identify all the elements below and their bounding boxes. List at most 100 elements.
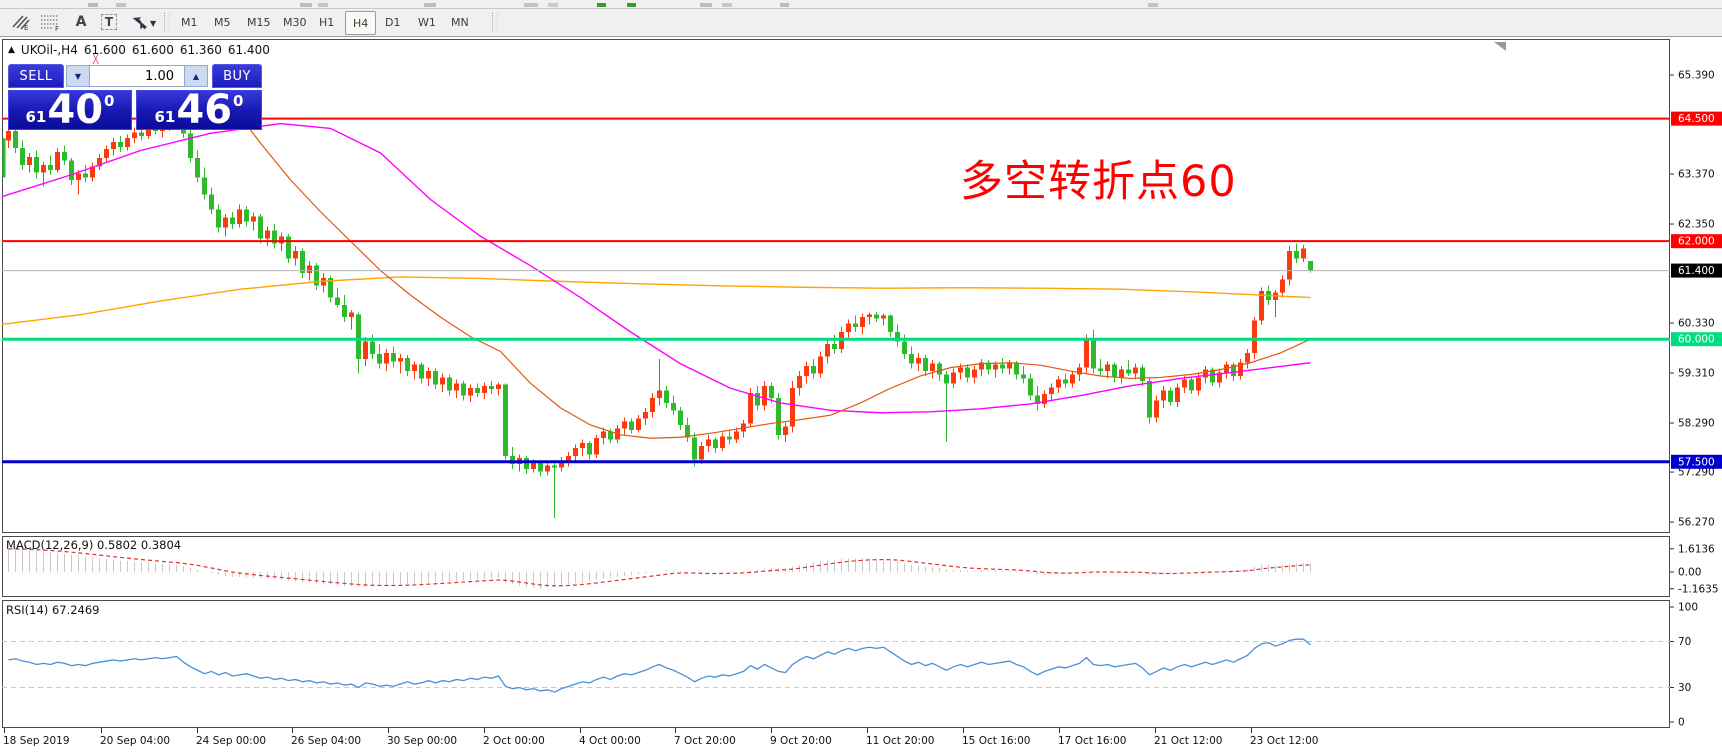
arrows-icon[interactable]	[126, 11, 152, 33]
svg-text:17 Oct 16:00: 17 Oct 16:00	[1058, 735, 1126, 747]
volume-increase-button[interactable]: ▲	[184, 65, 208, 87]
date-axis: 18 Sep 2019 20 Sep 04:00 24 Sep 00:00 26 Se…	[3, 728, 1318, 747]
close-value: 61.400	[227, 43, 270, 57]
svg-text:0: 0	[1678, 717, 1685, 729]
svg-text:56.270: 56.270	[1678, 517, 1715, 529]
svg-text:E: E	[24, 24, 28, 31]
text-label-icon[interactable]: T	[96, 11, 122, 33]
price-badge	[1671, 263, 1722, 278]
svg-text:58.290: 58.290	[1678, 418, 1715, 430]
timeframe-button-m5[interactable]: M5	[214, 15, 231, 29]
price-badge	[1671, 454, 1722, 469]
svg-text:62.350: 62.350	[1678, 219, 1715, 231]
chart-window: 65.390 63.370 62.350 60.330 59.310 58.290 57.2…	[0, 37, 1722, 753]
one-click-trade-panel: SELL ▼ ▲ BUY 61 40 0 61 46 0	[8, 64, 262, 130]
macd-pane	[8, 548, 1311, 589]
buy-price-big: 46	[176, 87, 233, 133]
svg-text:2 Oct 00:00: 2 Oct 00:00	[483, 735, 545, 747]
svg-text:7 Oct 20:00: 7 Oct 20:00	[674, 735, 736, 747]
toolbar-icon-fragment	[116, 3, 126, 7]
svg-text:100: 100	[1678, 602, 1698, 614]
price-badge	[1671, 111, 1722, 126]
svg-text:4 Oct 00:00: 4 Oct 00:00	[579, 735, 641, 747]
main-toolbar: E F A T ▼ M1 M5 M15 M30 H1 H4 D1 W1 MN	[0, 9, 1722, 37]
timeframe-button-h4[interactable]: H4	[345, 11, 377, 35]
timeframe-button-mn[interactable]: MN	[451, 15, 469, 29]
high-value: 61.600	[131, 43, 174, 57]
svg-text:24 Sep 00:00: 24 Sep 00:00	[196, 735, 266, 747]
macd-indicator-label: MACD(12,26,9) 0.5802 0.3804	[6, 538, 182, 552]
price-axis: 65.390 63.370 62.350 60.330 59.310 58.290 57.2…	[1670, 70, 1722, 729]
timeframe-button-h1[interactable]: H1	[319, 15, 335, 29]
text-icon-glyph: A	[75, 14, 87, 30]
svg-text:23 Oct 12:00: 23 Oct 12:00	[1250, 735, 1318, 747]
timeframe-button-m1[interactable]: M1	[181, 15, 198, 29]
svg-text:0.00: 0.00	[1678, 567, 1701, 579]
buy-price-display[interactable]: 61 46 0	[136, 90, 262, 130]
toolbar-row-partial	[0, 0, 1722, 9]
text-label-icon-glyph: T	[100, 14, 118, 30]
price-pane	[2, 95, 1670, 519]
sell-price-prefix: 61	[25, 108, 47, 126]
symbol-marker-icon: ▲	[8, 45, 15, 55]
toolbar-icon-fragment	[780, 3, 789, 7]
sell-button[interactable]: SELL	[8, 64, 64, 88]
svg-text:21 Oct 12:00: 21 Oct 12:00	[1154, 735, 1222, 747]
svg-text:57.290: 57.290	[1678, 467, 1715, 479]
chart-area[interactable]: 65.390 63.370 62.350 60.330 59.310 58.290 57.2…	[0, 37, 1722, 753]
svg-text:11 Oct 20:00: 11 Oct 20:00	[866, 735, 934, 747]
svg-text:61.400: 61.400	[1678, 265, 1715, 277]
toolbar-icon-fragment	[700, 3, 712, 7]
svg-text:15 Oct 16:00: 15 Oct 16:00	[962, 735, 1030, 747]
svg-text:30 Sep 00:00: 30 Sep 00:00	[387, 735, 457, 747]
fibonacci-icon[interactable]: F	[38, 11, 64, 33]
moving-average-line	[2, 276, 1311, 326]
chart-pane-border	[2, 600, 1670, 728]
toolbar-icon-fragment	[548, 3, 558, 7]
equidistant-channel-icon[interactable]: E	[8, 11, 34, 33]
svg-text:9 Oct 20:00: 9 Oct 20:00	[770, 735, 832, 747]
open-value: 61.600	[83, 43, 126, 57]
moving-average-line	[232, 106, 1311, 439]
chart-pane-border	[2, 39, 1670, 533]
svg-text:59.310: 59.310	[1678, 368, 1715, 380]
price-badge	[1671, 332, 1722, 347]
chart-ohlc-title: ▲ UKOil-,H4 61.600 61.600 61.360 61.400	[8, 43, 270, 57]
macd-signal-line	[8, 548, 1311, 587]
toolbar-icon-fragment	[424, 3, 436, 7]
chart-shift-marker-icon	[1494, 42, 1506, 51]
timeframe-button-m15[interactable]: M15	[247, 15, 271, 29]
volume-decrease-button[interactable]: ▼	[66, 65, 90, 87]
toolbar-icon-fragment	[300, 3, 312, 7]
sell-price-big: 40	[47, 87, 104, 133]
buy-button[interactable]: BUY	[212, 64, 262, 88]
sell-price-sup: 0	[104, 92, 115, 110]
toolbar-icon-fragment	[1148, 3, 1158, 7]
timeframe-button-w1[interactable]: W1	[418, 15, 436, 29]
chevron-down-icon[interactable]: ▼	[150, 19, 157, 28]
toolbar-separator	[164, 12, 170, 32]
toolbar-icon-fragment	[722, 3, 732, 7]
toolbar-separator	[492, 12, 498, 32]
buy-price-sup: 0	[233, 92, 244, 110]
svg-text:-1.1635: -1.1635	[1678, 583, 1719, 595]
toolbar-icon-fragment	[524, 3, 538, 7]
svg-text:70: 70	[1678, 636, 1691, 648]
moving-average-line	[2, 122, 1311, 414]
svg-text:F: F	[55, 25, 59, 31]
buy-price-prefix: 61	[154, 108, 176, 126]
svg-text:18 Sep 2019: 18 Sep 2019	[3, 735, 70, 747]
object-anchor-icon: ╳	[93, 55, 99, 65]
timeframe-button-d1[interactable]: D1	[385, 15, 401, 29]
symbol-period: UKOil-,H4	[20, 43, 78, 57]
svg-text:57.500: 57.500	[1678, 456, 1715, 468]
text-icon[interactable]: A	[68, 11, 94, 33]
timeframe-button-m30[interactable]: M30	[283, 15, 307, 29]
svg-text:20 Sep 04:00: 20 Sep 04:00	[100, 735, 170, 747]
volume-input[interactable]	[90, 65, 184, 87]
toolbar-icon-fragment	[627, 3, 636, 7]
svg-text:63.370: 63.370	[1678, 169, 1715, 181]
chart-annotation-text: 多空转折点60	[960, 157, 1237, 207]
svg-text:30: 30	[1678, 682, 1691, 694]
sell-price-display[interactable]: 61 40 0	[8, 90, 132, 130]
